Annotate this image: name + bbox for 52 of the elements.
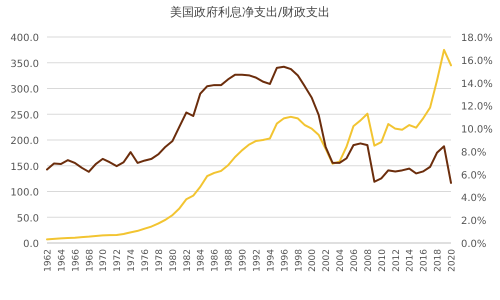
y-tick-label: 250.0 (10, 110, 39, 122)
y2-tick-label: 2.0% (461, 216, 486, 228)
x-tick-label: 1988 (224, 248, 235, 272)
x-tick-label: 1968 (85, 248, 96, 272)
y2-tick-label: 18.0% (461, 33, 493, 44)
y2-tick-label: 6.0% (461, 170, 486, 182)
x-tick-label: 2014 (406, 248, 416, 272)
line-series (46, 48, 452, 240)
x-tick-label: 2010 (378, 248, 388, 272)
x-tick-label: 2020 (448, 248, 458, 272)
x-tick-label: 1996 (280, 248, 290, 272)
x-tick-label: 2004 (336, 248, 346, 272)
x-tick-label: 2018 (434, 248, 444, 272)
x-tick-label: 1972 (113, 249, 124, 272)
x-tick-label: 1962 (44, 249, 54, 272)
y2-tick-label: 10.0% (461, 124, 493, 136)
x-tick-label: 1992 (252, 249, 262, 272)
x-tick-label: 2012 (392, 249, 402, 272)
x-tick-label: 1966 (71, 248, 82, 272)
y2-tick-label: 12.0% (461, 102, 493, 113)
y2-tick-label: 4.0% (461, 193, 486, 204)
y-tick-label: 0.0 (23, 239, 39, 250)
x-tick-label: 1986 (210, 248, 221, 272)
y2-tick-label: 16.0% (461, 56, 493, 67)
x-tick-label: 1990 (238, 248, 249, 272)
y2-tick-label: 14.0% (461, 78, 493, 90)
y2-tick-label: 0.0% (461, 239, 486, 250)
x-tick-label: 1982 (182, 249, 193, 272)
x-tick-label: 1980 (168, 248, 179, 272)
y-tick-label: 300.0 (10, 84, 39, 96)
x-tick-label: 2002 (322, 249, 332, 272)
y2-tick-label: 8.0% (461, 147, 486, 158)
x-tick-label: 1964 (57, 248, 68, 272)
y-tick-label: 350.0 (10, 58, 39, 70)
y-tick-label: 100.0 (10, 188, 39, 198)
x-tick-label: 1970 (99, 248, 110, 272)
y-tick-label: 150.0 (10, 162, 39, 173)
x-tick-label: 1994 (266, 248, 276, 272)
y-tick-label: 50.0 (16, 213, 39, 224)
x-tick-label: 2000 (308, 248, 318, 272)
y-tick-label: 200.0 (10, 136, 39, 147)
x-tick-label: 1974 (127, 248, 138, 272)
x-tick-label: 1976 (141, 248, 152, 272)
line-series (46, 66, 452, 184)
x-tick-label: 2006 (350, 248, 360, 272)
x-tick-label: 1978 (154, 248, 165, 272)
x-tick-label: 2016 (420, 248, 430, 272)
x-tick-label: 1984 (196, 248, 207, 272)
x-tick-label: 1998 (294, 248, 304, 272)
x-tick-label: 2008 (364, 248, 374, 272)
chart-title: 美国政府利息净支出/财政支出 (170, 5, 330, 19)
y-tick-label: 400.0 (10, 33, 39, 44)
